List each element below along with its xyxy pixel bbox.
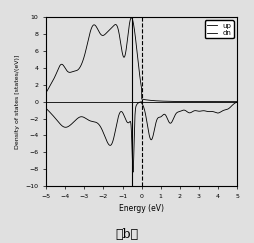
dn: [140, 100, 143, 103]
dn: [126, 121, 129, 124]
up: [45, 91, 48, 94]
Line: up: up: [46, 18, 237, 102]
Line: dn: dn: [46, 102, 237, 172]
up: [126, 36, 129, 39]
dn: [78, 116, 81, 119]
dn: [45, 107, 48, 110]
Y-axis label: Density of states [states/(eV)]: Density of states [states/(eV)]: [15, 54, 20, 149]
Legend: up, dn: up, dn: [204, 20, 234, 38]
X-axis label: Energy (eV): Energy (eV): [119, 204, 164, 213]
up: [78, 67, 81, 70]
up: [211, 100, 214, 103]
dn: [211, 110, 214, 113]
up: [67, 70, 70, 73]
dn: [67, 125, 70, 128]
up: [118, 34, 121, 37]
dn: [132, 171, 135, 174]
up: [232, 100, 235, 103]
Text: （b）: （b）: [115, 228, 139, 241]
dn: [232, 103, 235, 106]
dn: [118, 112, 121, 115]
up: [130, 16, 133, 19]
up: [235, 100, 239, 103]
dn: [235, 101, 239, 104]
